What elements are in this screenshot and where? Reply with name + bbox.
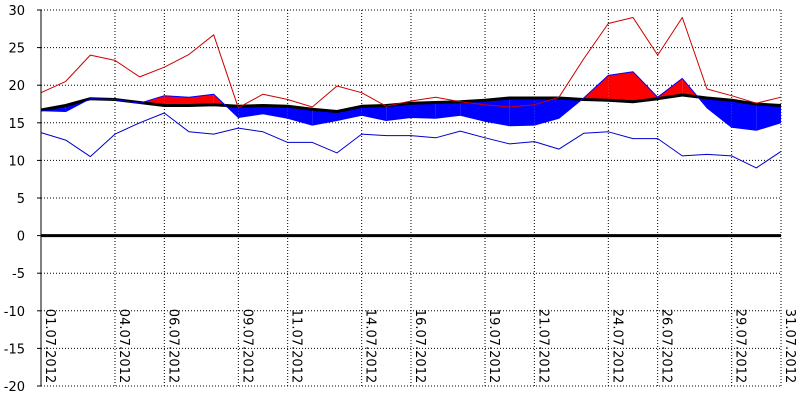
series-line-1 bbox=[40, 71, 782, 131]
y-tick-label: -5 bbox=[12, 267, 25, 282]
series-line-0 bbox=[40, 93, 782, 113]
y-tick-label: 25 bbox=[8, 42, 25, 57]
fill-below bbox=[731, 100, 757, 131]
y-tick-label: -10 bbox=[4, 305, 25, 320]
fill-below bbox=[460, 100, 485, 122]
fill-below bbox=[263, 105, 288, 119]
fill-below bbox=[361, 105, 387, 121]
x-tick-labels: 01.07.2012 04.07.2012 06.07.2012 09.07.2012… bbox=[42, 309, 797, 383]
fill-below bbox=[287, 106, 313, 126]
y-tick-label: 30 bbox=[8, 4, 25, 19]
x-tick-label: 06.07.2012 bbox=[165, 309, 180, 383]
series-lines bbox=[40, 17, 782, 169]
fill-above bbox=[189, 94, 214, 106]
fill-below bbox=[411, 102, 436, 119]
x-tick-label: 16.07.2012 bbox=[412, 309, 427, 383]
y-tick-label: 0 bbox=[17, 230, 25, 245]
x-tick-label: 29.07.2012 bbox=[733, 309, 748, 383]
x-tick-label: 09.07.2012 bbox=[239, 309, 254, 383]
x-tick-label: 21.07.2012 bbox=[535, 309, 550, 383]
y-tick-label: 20 bbox=[8, 79, 25, 94]
series-line-2 bbox=[40, 17, 782, 109]
fill-below bbox=[386, 103, 411, 121]
y-tick-label: 5 bbox=[17, 192, 25, 207]
fill-below bbox=[509, 98, 535, 126]
fill-above bbox=[633, 71, 658, 102]
y-tick-label: -15 bbox=[4, 342, 25, 357]
x-tick-label: 19.07.2012 bbox=[486, 309, 501, 383]
x-tick-label: 01.07.2012 bbox=[42, 309, 57, 383]
fill-above bbox=[164, 95, 189, 106]
x-tick-label: 31.07.2012 bbox=[782, 309, 797, 383]
x-tick-label: 11.07.2012 bbox=[289, 309, 304, 383]
x-tick-label: 24.07.2012 bbox=[609, 309, 624, 383]
y-tick-label: 10 bbox=[8, 154, 25, 169]
fill-below bbox=[435, 101, 461, 119]
fill-below bbox=[534, 98, 559, 126]
fill-below bbox=[337, 106, 362, 121]
y-tick-label: -20 bbox=[4, 380, 25, 395]
fill-above bbox=[608, 71, 633, 102]
y-tick-labels: 30 25 20 15 10 5 0 -5 -10 -15 -20 bbox=[4, 4, 25, 395]
series-line-3 bbox=[40, 112, 782, 169]
x-tick-label: 14.07.2012 bbox=[363, 309, 378, 383]
x-tick-label: 04.07.2012 bbox=[116, 309, 131, 383]
grid bbox=[40, 9, 782, 387]
fill-below bbox=[756, 104, 781, 131]
axes bbox=[37, 9, 781, 387]
y-tick-label: 15 bbox=[8, 117, 25, 132]
x-tick-label: 26.07.2012 bbox=[659, 309, 674, 383]
fill-below bbox=[707, 98, 732, 128]
